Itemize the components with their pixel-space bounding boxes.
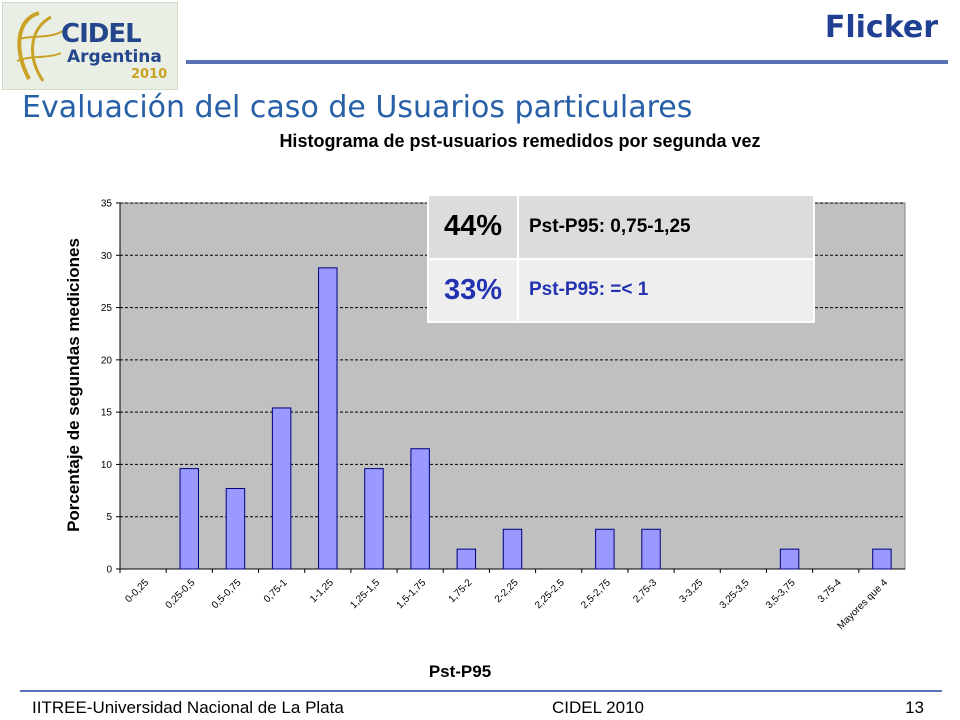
bar [318,267,338,570]
y-tick-label: 5 [106,512,112,523]
y-tick-label: 0 [106,565,112,576]
stat-percent: 33% [427,257,519,323]
x-tick-label: 1,75-2 [447,577,475,605]
x-tick-label: 2-2,25 [493,577,521,605]
slide-subtitle: Evaluación del caso de Usuarios particul… [22,90,693,125]
bar [872,548,892,570]
x-tick-label: 2,25-2,5 [533,577,567,611]
cidel-logo: CIDEL Argentina 2010 [2,2,178,90]
bar [364,468,384,570]
x-tick-label: 3,25-3,5 [718,577,752,611]
y-axis-label: Porcentaje de segundas mediciones [64,238,83,532]
x-tick-label: 2,75-3 [631,577,659,605]
x-tick-label: 1,5-1,75 [395,577,429,611]
x-axis-label: Pst-P95 [428,662,492,681]
x-tick-label: 0,75-1 [262,577,290,605]
x-tick-label: 0,5-0,75 [210,577,244,611]
bar [179,468,200,570]
slide-title: Flicker [824,10,938,45]
stats-row: 44% Pst-P95: 0,75-1,25 [427,194,815,260]
y-tick-label: 15 [101,408,113,419]
bar [595,528,615,570]
x-tick-label: 0,25-0,5 [164,577,198,611]
page-number: 13 [905,698,924,717]
x-tick-label: 3,75-4 [816,577,844,605]
bar [641,528,661,570]
y-tick-label: 25 [101,303,113,314]
bar [271,407,292,570]
logo-text-year: 2010 [131,67,168,82]
bar [779,548,800,570]
bar [456,548,477,570]
x-tick-label: 0-0,25 [123,577,151,605]
y-tick-label: 35 [101,199,113,210]
chart-title: Histograma de pst-usuarios remedidos por… [279,131,761,151]
bar [410,448,430,570]
x-tick-label: 3-3,25 [677,577,705,605]
footer-event: CIDEL 2010 [552,698,644,717]
logo-text-argentina: Argentina [67,47,162,67]
y-tick-label: 10 [101,460,113,471]
x-tick-label: 1-1,25 [308,577,336,605]
bar [502,528,523,570]
x-tick-label: 1,25-1,5 [348,577,382,611]
stats-row: 33% Pst-P95: =< 1 [427,257,815,323]
logo-swirl-icon [16,11,64,82]
stats-table: 44% Pst-P95: 0,75-1,25 33% Pst-P95: =< 1 [427,194,815,323]
y-tick-label: 30 [101,251,113,262]
logo-text-cidel: CIDEL [61,19,142,49]
stat-percent: 44% [427,194,519,260]
x-tick-label: 2,5-2,75 [579,577,613,611]
stat-label: Pst-P95: 0,75-1,25 [517,194,815,260]
footer-institution: IITREE-Universidad Nacional de La Plata [32,698,344,717]
y-tick-label: 20 [101,355,113,366]
stat-label: Pst-P95: =< 1 [517,257,815,323]
x-tick-label: 3,5-3,75 [764,577,798,611]
header-divider [186,60,948,64]
bar [225,487,246,570]
footer-divider [20,690,942,692]
